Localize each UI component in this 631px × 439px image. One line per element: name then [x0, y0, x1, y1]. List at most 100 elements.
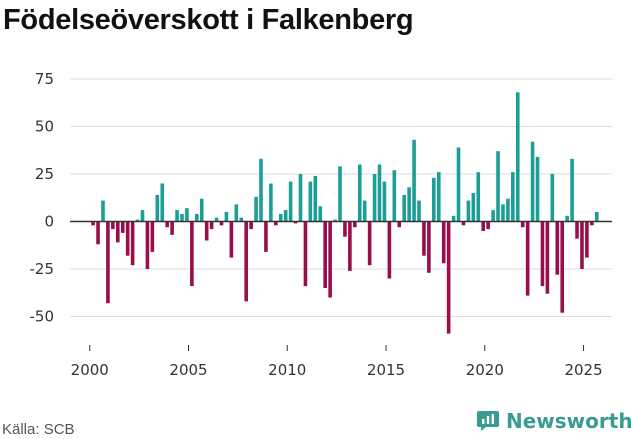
bar-75 — [461, 221, 466, 226]
x-tick-label-2025: 2025 — [564, 361, 602, 379]
bar-31 — [244, 221, 248, 302]
bar-68 — [427, 221, 431, 273]
y-tick-label-0: 0 — [44, 213, 54, 231]
bar-96 — [565, 215, 569, 222]
bar-12 — [150, 221, 155, 252]
bar-23 — [204, 221, 209, 241]
bar-98 — [575, 221, 579, 239]
x-tick-label-2010: 2010 — [268, 361, 306, 379]
bar-90 — [535, 156, 540, 222]
bar-36 — [269, 183, 273, 222]
bar-21 — [195, 213, 199, 222]
x-tick-label-2005: 2005 — [169, 361, 207, 379]
x-tick-label-2000: 2000 — [71, 361, 109, 379]
bar-2 — [101, 200, 105, 222]
bar-92 — [545, 221, 550, 294]
bar-85 — [511, 172, 515, 222]
bar-100 — [585, 221, 589, 258]
bar-39 — [283, 210, 288, 222]
bar-58 — [377, 164, 382, 222]
bar-1 — [96, 221, 100, 245]
bar-67 — [422, 221, 426, 256]
bar-7 — [125, 221, 130, 256]
bar-27 — [224, 212, 229, 222]
bar-73 — [451, 215, 456, 222]
bar-38 — [278, 213, 283, 222]
bar-89 — [530, 141, 535, 222]
bar-60 — [387, 221, 392, 279]
bar-33 — [254, 196, 258, 222]
bar-95 — [560, 221, 565, 313]
bar-53 — [353, 221, 357, 228]
bar-86 — [515, 92, 520, 222]
bar-4 — [111, 221, 115, 230]
bar-42 — [298, 174, 303, 222]
bar-52 — [348, 221, 352, 271]
bar-44 — [308, 181, 313, 222]
bar-59 — [382, 181, 387, 222]
bar-76 — [466, 200, 471, 222]
bar-11 — [145, 221, 150, 269]
bar-102 — [594, 212, 599, 222]
bar-93 — [550, 174, 555, 222]
bar-47 — [323, 221, 327, 288]
bar-29 — [234, 204, 239, 222]
bar-50 — [338, 166, 342, 222]
bar-94 — [555, 221, 560, 275]
bar-24 — [209, 221, 214, 230]
y-tick-label-75: 75 — [35, 70, 54, 88]
x-tick-label-2020: 2020 — [466, 361, 504, 379]
bar-97 — [570, 158, 574, 222]
bar-63 — [402, 194, 406, 222]
bar-26 — [219, 221, 224, 226]
bar-88 — [525, 221, 530, 296]
brand-logo[interactable]: Newsworthy — [476, 409, 631, 433]
bar-16 — [170, 221, 174, 235]
bar-81 — [491, 210, 495, 222]
bar-3 — [106, 221, 110, 304]
y-tick-label-50: 50 — [35, 118, 54, 136]
bar-0 — [91, 221, 95, 226]
y-tick-label--25: -25 — [30, 260, 55, 278]
x-axis-ticks: 2000 2005 2010 2015 2020 2025 — [71, 345, 603, 379]
bar-41 — [293, 221, 298, 224]
bar-49 — [333, 219, 337, 222]
bars — [91, 92, 599, 334]
bar-74 — [456, 147, 461, 222]
y-axis-ticks: -50 -25 0 25 50 75 — [30, 70, 55, 326]
bar-17 — [175, 210, 179, 222]
bar-64 — [407, 187, 411, 222]
newsworthy-chat-bar-icon — [477, 411, 499, 431]
bar-45 — [313, 175, 318, 222]
bar-78 — [476, 172, 481, 222]
bar-43 — [303, 221, 308, 287]
bar-62 — [397, 221, 402, 228]
bar-51 — [343, 221, 347, 237]
bar-34 — [259, 158, 263, 222]
bar-71 — [441, 221, 446, 264]
brand-name: Newsworthy — [506, 409, 631, 433]
bar-65 — [412, 139, 416, 222]
source-label: Källa: SCB — [2, 421, 75, 438]
bar-91 — [540, 221, 545, 287]
bar-25 — [214, 217, 219, 222]
bar-69 — [432, 177, 436, 222]
bar-101 — [590, 221, 594, 226]
bar-87 — [520, 221, 525, 228]
bar-10 — [140, 210, 145, 222]
bar-14 — [160, 183, 165, 222]
bar-72 — [446, 221, 451, 334]
bar-77 — [471, 193, 476, 222]
bar-56 — [367, 221, 372, 266]
bar-6 — [120, 221, 125, 233]
bar-35 — [264, 221, 268, 252]
bar-19 — [185, 208, 189, 222]
bar-46 — [318, 206, 323, 222]
bar-8 — [130, 221, 135, 266]
bar-70 — [436, 172, 441, 222]
bar-61 — [392, 170, 397, 222]
bar-82 — [496, 151, 500, 222]
x-tick-label-2015: 2015 — [367, 361, 405, 379]
bar-37 — [274, 221, 278, 226]
bar-30 — [239, 217, 244, 222]
